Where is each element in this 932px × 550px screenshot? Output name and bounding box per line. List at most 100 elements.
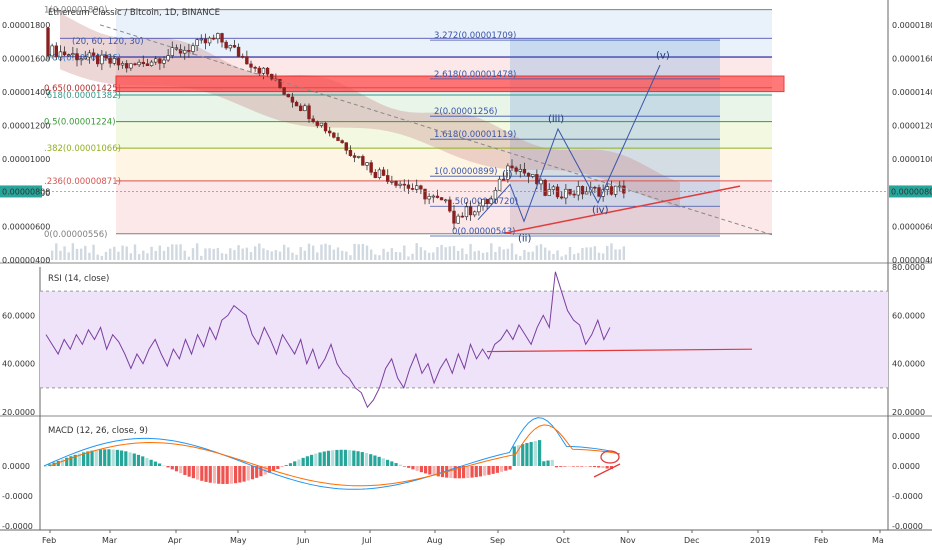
volume-bar (593, 246, 597, 260)
candle (282, 87, 286, 95)
candle (87, 52, 92, 58)
volume-bar (527, 251, 530, 260)
volume-bar (506, 248, 510, 260)
candle (510, 165, 514, 169)
rsi-trendline (486, 348, 753, 353)
volume-bar (374, 254, 377, 260)
candle (468, 206, 473, 216)
candle (116, 58, 121, 66)
macd-histogram-bar (491, 466, 495, 474)
candle (125, 63, 129, 69)
candle (129, 63, 133, 69)
price-badge (889, 185, 932, 198)
rsi-tick: 40.0000 (892, 360, 925, 369)
macd-title: MACD (12, 26, close, 9) (48, 426, 148, 436)
volume-bar (224, 253, 228, 260)
price-tick: 0.00001000 (892, 155, 932, 164)
candle (311, 118, 315, 123)
candle (195, 39, 199, 47)
volume-bar (104, 251, 108, 260)
volume-bar (390, 248, 394, 260)
volume-bar (137, 254, 141, 260)
candle (332, 132, 336, 138)
candle (369, 162, 373, 173)
volume-bar (444, 247, 447, 260)
volume-bar (208, 248, 211, 260)
macd-histogram-bar (145, 457, 149, 466)
volume-bar (597, 252, 601, 260)
candle (497, 178, 502, 191)
candle (104, 54, 108, 59)
candle (96, 55, 100, 65)
candle (207, 37, 212, 44)
macd-histogram-bar (462, 466, 466, 479)
macd-histogram-bar (605, 466, 609, 469)
candle (419, 185, 423, 190)
price-tick-left: 0.00001000 (2, 155, 50, 164)
volume-bar (577, 253, 580, 260)
candle (145, 63, 150, 67)
fib-zone (116, 121, 772, 149)
volume-bar (258, 243, 261, 260)
candle (381, 169, 386, 176)
candle (386, 175, 390, 182)
macd-histogram-bar (212, 466, 217, 484)
macd-histogram-bar (90, 450, 94, 466)
volume-bar (129, 253, 133, 260)
volume-bar (564, 254, 568, 260)
candle (299, 105, 303, 111)
extension-label: .5(0.00000720) (452, 197, 518, 207)
candle (357, 156, 361, 158)
candle (531, 174, 535, 177)
candle (137, 61, 141, 66)
volume-bar (477, 250, 481, 260)
macd-tick: 0.0000 (892, 462, 920, 471)
volume-bar (336, 247, 340, 260)
volume-bar (378, 255, 381, 260)
fib-label: 0(0.00000556) (44, 230, 107, 240)
candle (597, 187, 601, 197)
candle (232, 45, 237, 48)
volume-bar (535, 245, 539, 260)
signal-line (49, 424, 621, 487)
volume-bar (63, 246, 66, 260)
candle (257, 67, 261, 74)
macd-histogram-bar (478, 466, 483, 477)
macd-histogram-bar (276, 466, 280, 470)
extension-label: 2(0.00001256) (434, 107, 497, 117)
fib-label: .236(0.00000871) (44, 177, 121, 187)
macd-histogram-bar (77, 453, 81, 466)
candle (166, 55, 170, 61)
volume-bar (349, 255, 352, 260)
x-tick: Jun (296, 536, 310, 545)
macd-histogram-bar (246, 466, 250, 481)
volume-bar (494, 251, 497, 260)
volume-bar (415, 243, 418, 260)
volume-bar (166, 246, 170, 260)
volume-bar (59, 250, 62, 260)
rsi-tick-left: 20.0000 (2, 408, 35, 417)
extension-label: 0(0.00000543) (452, 227, 515, 237)
candle (75, 53, 79, 61)
volume-bar (88, 252, 91, 260)
volume-bar (419, 247, 423, 260)
macd-histogram-bar (373, 455, 377, 466)
rsi-title: RSI (14, close) (48, 274, 109, 284)
macd-histogram-bar (179, 466, 183, 474)
fib-label: 0.5(0.00001224) (44, 118, 116, 128)
candle (415, 185, 419, 190)
volume-bar (539, 244, 543, 260)
wave-label: (iii) (548, 114, 564, 125)
macd-histogram-bar (580, 466, 584, 467)
macd-histogram-bar (132, 453, 136, 466)
price-tick: 0.00001800 (892, 21, 932, 30)
x-tick: Mar (102, 536, 118, 545)
volume-bar (179, 244, 182, 260)
volume-bar (237, 245, 240, 260)
macd-histogram-bar (500, 466, 504, 472)
x-tick: Oct (556, 536, 570, 545)
support-line (504, 185, 741, 234)
macd-histogram-bar (73, 454, 77, 466)
candle (249, 63, 253, 68)
candle (294, 101, 299, 107)
